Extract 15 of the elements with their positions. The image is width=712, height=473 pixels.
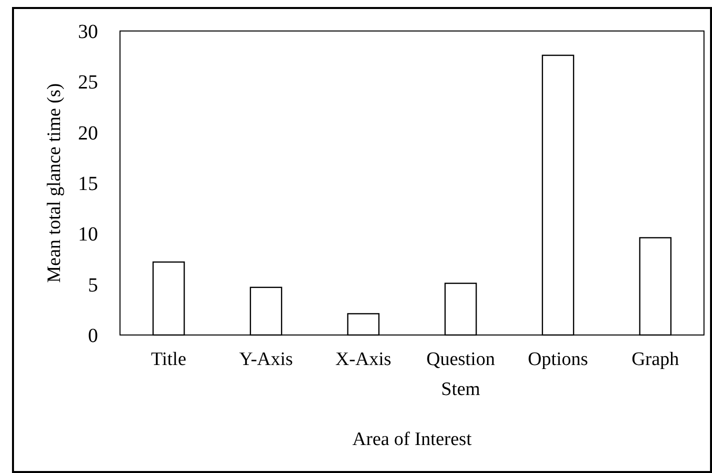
y-tick-label: 20 xyxy=(78,122,98,144)
y-tick-label: 30 xyxy=(78,21,98,43)
x-tick-label: Y-Axis xyxy=(239,349,293,370)
x-tick-label: Graph xyxy=(632,349,680,370)
y-tick-label: 0 xyxy=(88,325,98,347)
x-tick-label: Title xyxy=(151,349,186,370)
x-tick-label: Question Stem xyxy=(426,349,496,400)
y-tick-label: 25 xyxy=(78,72,98,94)
x-tick-label: X-Axis xyxy=(335,349,392,370)
y-tick-label: 10 xyxy=(78,224,98,246)
y-tick-label: 15 xyxy=(78,173,98,195)
y-tick-label: 5 xyxy=(88,274,98,296)
x-axis-title: Area of Interest xyxy=(352,429,472,450)
y-axis-title: Mean total glance time (s) xyxy=(44,83,65,283)
x-tick-label: Options xyxy=(528,349,588,370)
